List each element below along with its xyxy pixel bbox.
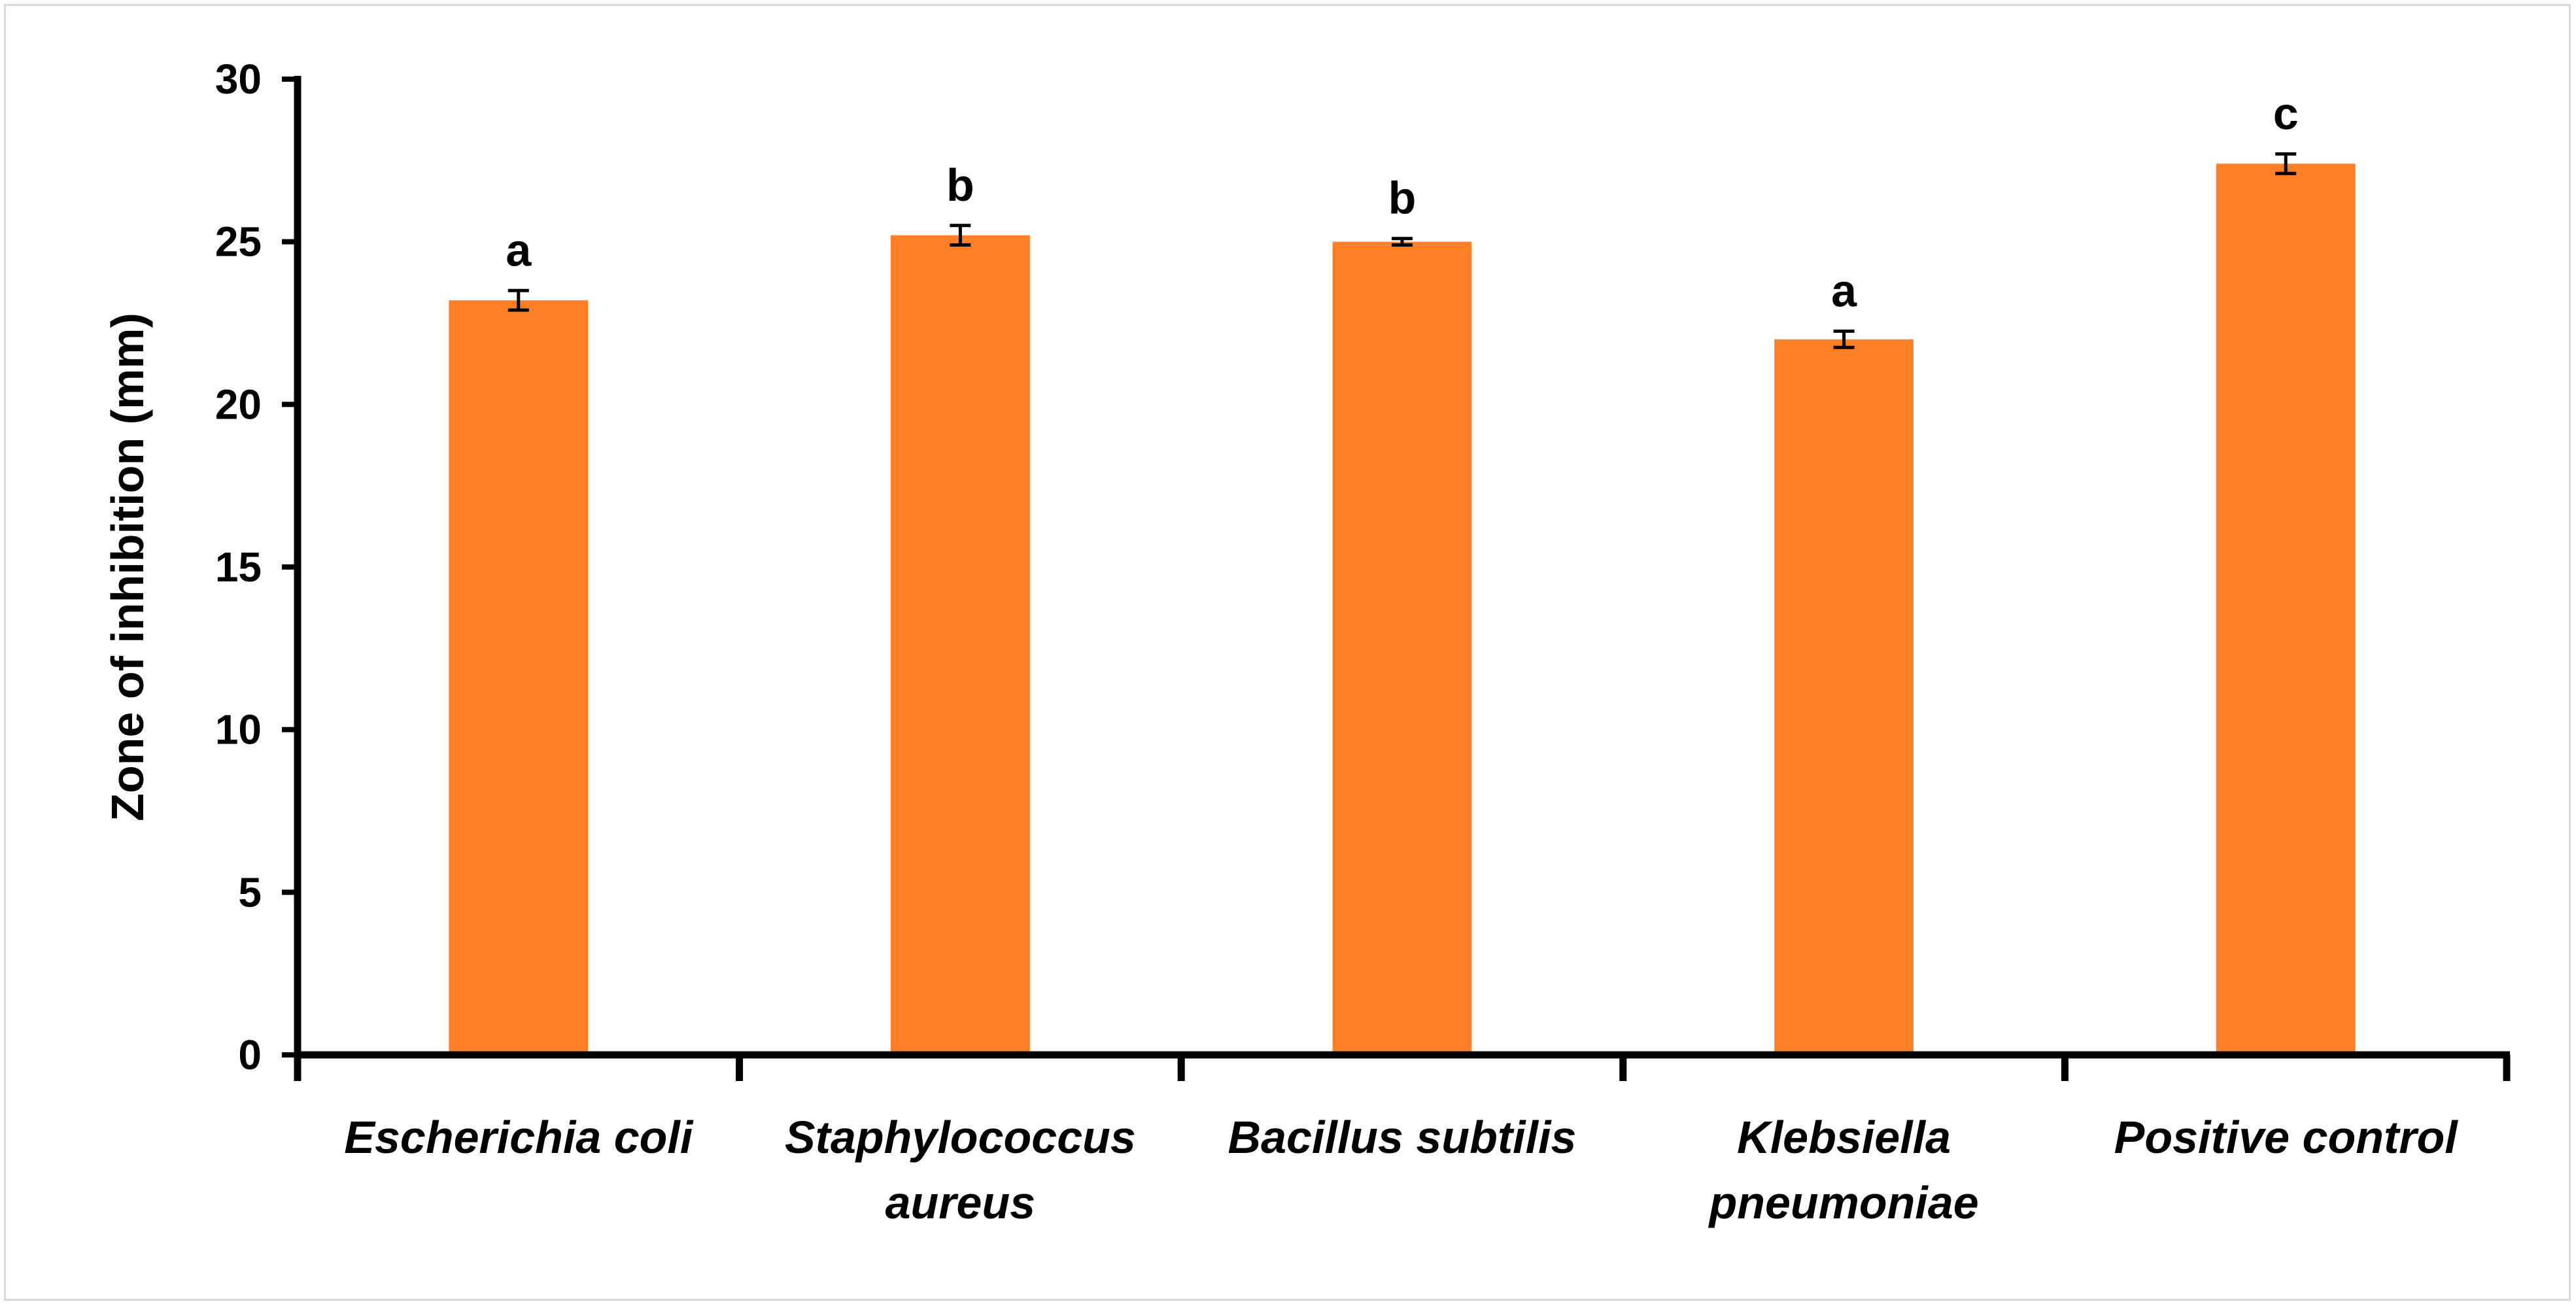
significance-letter-3: b: [1388, 173, 1417, 224]
error-bar-3: [1392, 237, 1413, 247]
error-bar-2: [950, 224, 971, 247]
bar-1: [449, 300, 589, 1056]
category-label-2: Staphylococcus aureus: [785, 1112, 1136, 1228]
bar-4: [1774, 339, 1914, 1055]
bars-layer: [449, 163, 2356, 1056]
error-bar-1: [507, 288, 529, 312]
y-tick-label-5: 5: [238, 868, 262, 916]
significance-letter-5: c: [2273, 88, 2299, 139]
significance-letter-2: b: [946, 160, 974, 211]
error-bar-4: [1833, 329, 1855, 349]
category-label-5: Positive control: [2114, 1112, 2459, 1163]
category-label-line: Bacillus subtilis: [1228, 1112, 1577, 1163]
bar-chart: a Escherichia coli b Staphylococcus aureus b B…: [102, 56, 2511, 1228]
bar-5: [2216, 163, 2356, 1056]
y-tick-label-10: 10: [215, 706, 262, 753]
labels-layer: a Escherichia coli b Staphylococcus aureus b B…: [215, 56, 2458, 1228]
category-label-line: Klebsiella: [1737, 1112, 1951, 1163]
category-label-3: Bacillus subtilis: [1228, 1112, 1577, 1163]
category-label-line: aureus: [885, 1177, 1036, 1228]
category-label-line: Escherichia coli: [344, 1112, 694, 1163]
category-label-line: Staphylococcus: [785, 1112, 1136, 1163]
category-label-4: Klebsiella pneumoniae: [1708, 1112, 1978, 1228]
y-tick-label-25: 25: [215, 218, 262, 266]
axes-layer: [282, 76, 2511, 1081]
y-tick-label-15: 15: [215, 543, 262, 591]
y-tick-label-20: 20: [215, 381, 262, 428]
category-label-line: pneumoniae: [1708, 1177, 1978, 1228]
chart-frame: a Escherichia coli b Staphylococcus aureus b B…: [4, 4, 2571, 1301]
y-axis-title: Zone of inhibition (mm): [102, 313, 153, 821]
bar-3: [1332, 241, 1472, 1056]
y-tick-label-30: 30: [215, 56, 262, 103]
significance-letter-1: a: [506, 224, 532, 275]
category-label-line: Positive control: [2114, 1112, 2459, 1163]
category-label-1: Escherichia coli: [344, 1112, 694, 1163]
error-bars-layer: [507, 152, 2297, 349]
error-bar-5: [2275, 152, 2297, 175]
significance-letter-4: a: [1831, 265, 1857, 316]
bar-2: [890, 235, 1030, 1056]
y-tick-label-0: 0: [238, 1031, 262, 1078]
